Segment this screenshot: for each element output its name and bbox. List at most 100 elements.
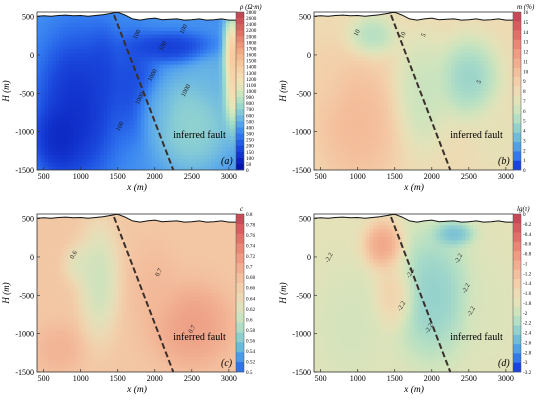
heatmap-cell — [70, 147, 75, 152]
heatmap-cell — [40, 49, 45, 54]
heatmap-cell — [328, 64, 333, 69]
heatmap-cell — [55, 143, 60, 148]
heatmap-cell — [99, 143, 105, 148]
heatmap-cell — [59, 285, 64, 290]
heatmap-cell — [362, 117, 367, 122]
heatmap-cell — [196, 38, 201, 43]
heatmap-cell — [155, 49, 160, 54]
heatmap-cell — [325, 94, 330, 99]
heatmap-cell — [499, 23, 504, 28]
heatmap-cell — [218, 53, 223, 58]
heatmap-cell — [476, 154, 482, 160]
heatmap-cell — [92, 79, 97, 84]
heatmap-cell — [233, 72, 237, 77]
heatmap-cell — [476, 49, 482, 54]
heatmap-cell — [107, 124, 112, 130]
heatmap-cell — [137, 166, 142, 170]
heatmap-cell — [451, 45, 456, 51]
heatmap-cell — [510, 158, 514, 163]
heatmap-cell — [465, 72, 470, 77]
heatmap-cell — [151, 83, 156, 88]
heatmap-cell — [362, 45, 367, 51]
heatmap-cell — [325, 64, 330, 69]
heatmap-cell — [81, 83, 86, 88]
x-tick-label: 1000 — [350, 172, 366, 181]
heatmap-cell — [454, 132, 459, 137]
heatmap-cell — [414, 102, 419, 107]
heatmap-cell — [351, 57, 356, 62]
heatmap-cell — [133, 132, 138, 137]
colorbar-swatch — [513, 21, 521, 31]
heatmap-cell — [488, 42, 493, 47]
heatmap-cell — [77, 117, 82, 122]
heatmap-cell — [196, 57, 201, 62]
heatmap-cell — [439, 49, 445, 54]
heatmap-cell — [59, 151, 64, 156]
heatmap-cell — [414, 34, 419, 39]
heatmap-cell — [447, 132, 452, 137]
heatmap-cell — [211, 132, 216, 137]
heatmap-cell — [203, 166, 208, 170]
heatmap-cell — [480, 45, 485, 51]
heatmap-cell — [417, 128, 422, 133]
heatmap-cell — [451, 106, 456, 111]
heatmap-cell — [222, 113, 227, 118]
heatmap-cell — [499, 136, 504, 141]
heatmap-cell — [439, 102, 445, 107]
heatmap-cell — [343, 27, 348, 32]
heatmap-cell — [347, 60, 352, 66]
heatmap-cell — [469, 42, 474, 47]
heatmap-cell — [122, 121, 127, 126]
heatmap-cell — [225, 147, 230, 152]
heatmap-cell — [59, 319, 64, 324]
heatmap-cell — [48, 247, 53, 253]
heatmap-cell — [354, 158, 359, 163]
heatmap-cell — [465, 166, 470, 170]
heatmap-cell — [447, 79, 452, 84]
heatmap-cell — [328, 117, 333, 122]
heatmap-cell — [491, 128, 496, 133]
heatmap-cell — [162, 87, 168, 92]
heatmap-cell — [74, 136, 79, 141]
heatmap-cell — [325, 68, 330, 73]
heatmap-cell — [92, 57, 97, 62]
heatmap-cell — [37, 221, 42, 226]
heatmap-cell — [48, 139, 53, 145]
heatmap-cell — [177, 109, 182, 114]
x-axis-title: x (m) — [126, 182, 147, 193]
y-tick-label: -500 — [19, 89, 34, 98]
heatmap-cell — [44, 30, 49, 35]
heatmap-cell — [410, 132, 415, 137]
heatmap-cell — [369, 143, 374, 148]
colorbar-swatch — [236, 36, 244, 43]
heatmap-cell — [181, 45, 186, 51]
heatmap-cell — [107, 109, 112, 114]
heatmap-cell — [332, 128, 337, 133]
heatmap-cell — [451, 79, 456, 84]
heatmap-cell — [233, 147, 237, 152]
heatmap-cell — [55, 251, 60, 256]
heatmap-cell — [469, 64, 474, 69]
heatmap-cell — [229, 53, 234, 58]
heatmap-cell — [347, 132, 352, 137]
heatmap-cell — [40, 338, 45, 343]
heatmap-cell — [122, 30, 127, 35]
contour-label: 5 — [476, 79, 484, 85]
heatmap-cell — [399, 102, 404, 107]
heatmap-cell — [465, 23, 470, 28]
heatmap-cell — [473, 136, 478, 141]
heatmap-cell — [107, 27, 112, 32]
heatmap-cell — [211, 121, 216, 126]
heatmap-cell — [225, 121, 230, 126]
heatmap-cell — [44, 151, 49, 156]
heatmap-cell — [88, 42, 93, 47]
heatmap-cell — [399, 128, 404, 133]
heatmap-cell — [129, 38, 134, 43]
heatmap-cell — [170, 151, 175, 156]
heatmap-cell — [222, 158, 227, 163]
heatmap-cell — [59, 293, 64, 298]
heatmap-cell — [37, 60, 42, 66]
heatmap-cell — [491, 30, 496, 35]
heatmap-cell — [347, 42, 352, 47]
x-tick-label: 1500 — [110, 172, 126, 181]
